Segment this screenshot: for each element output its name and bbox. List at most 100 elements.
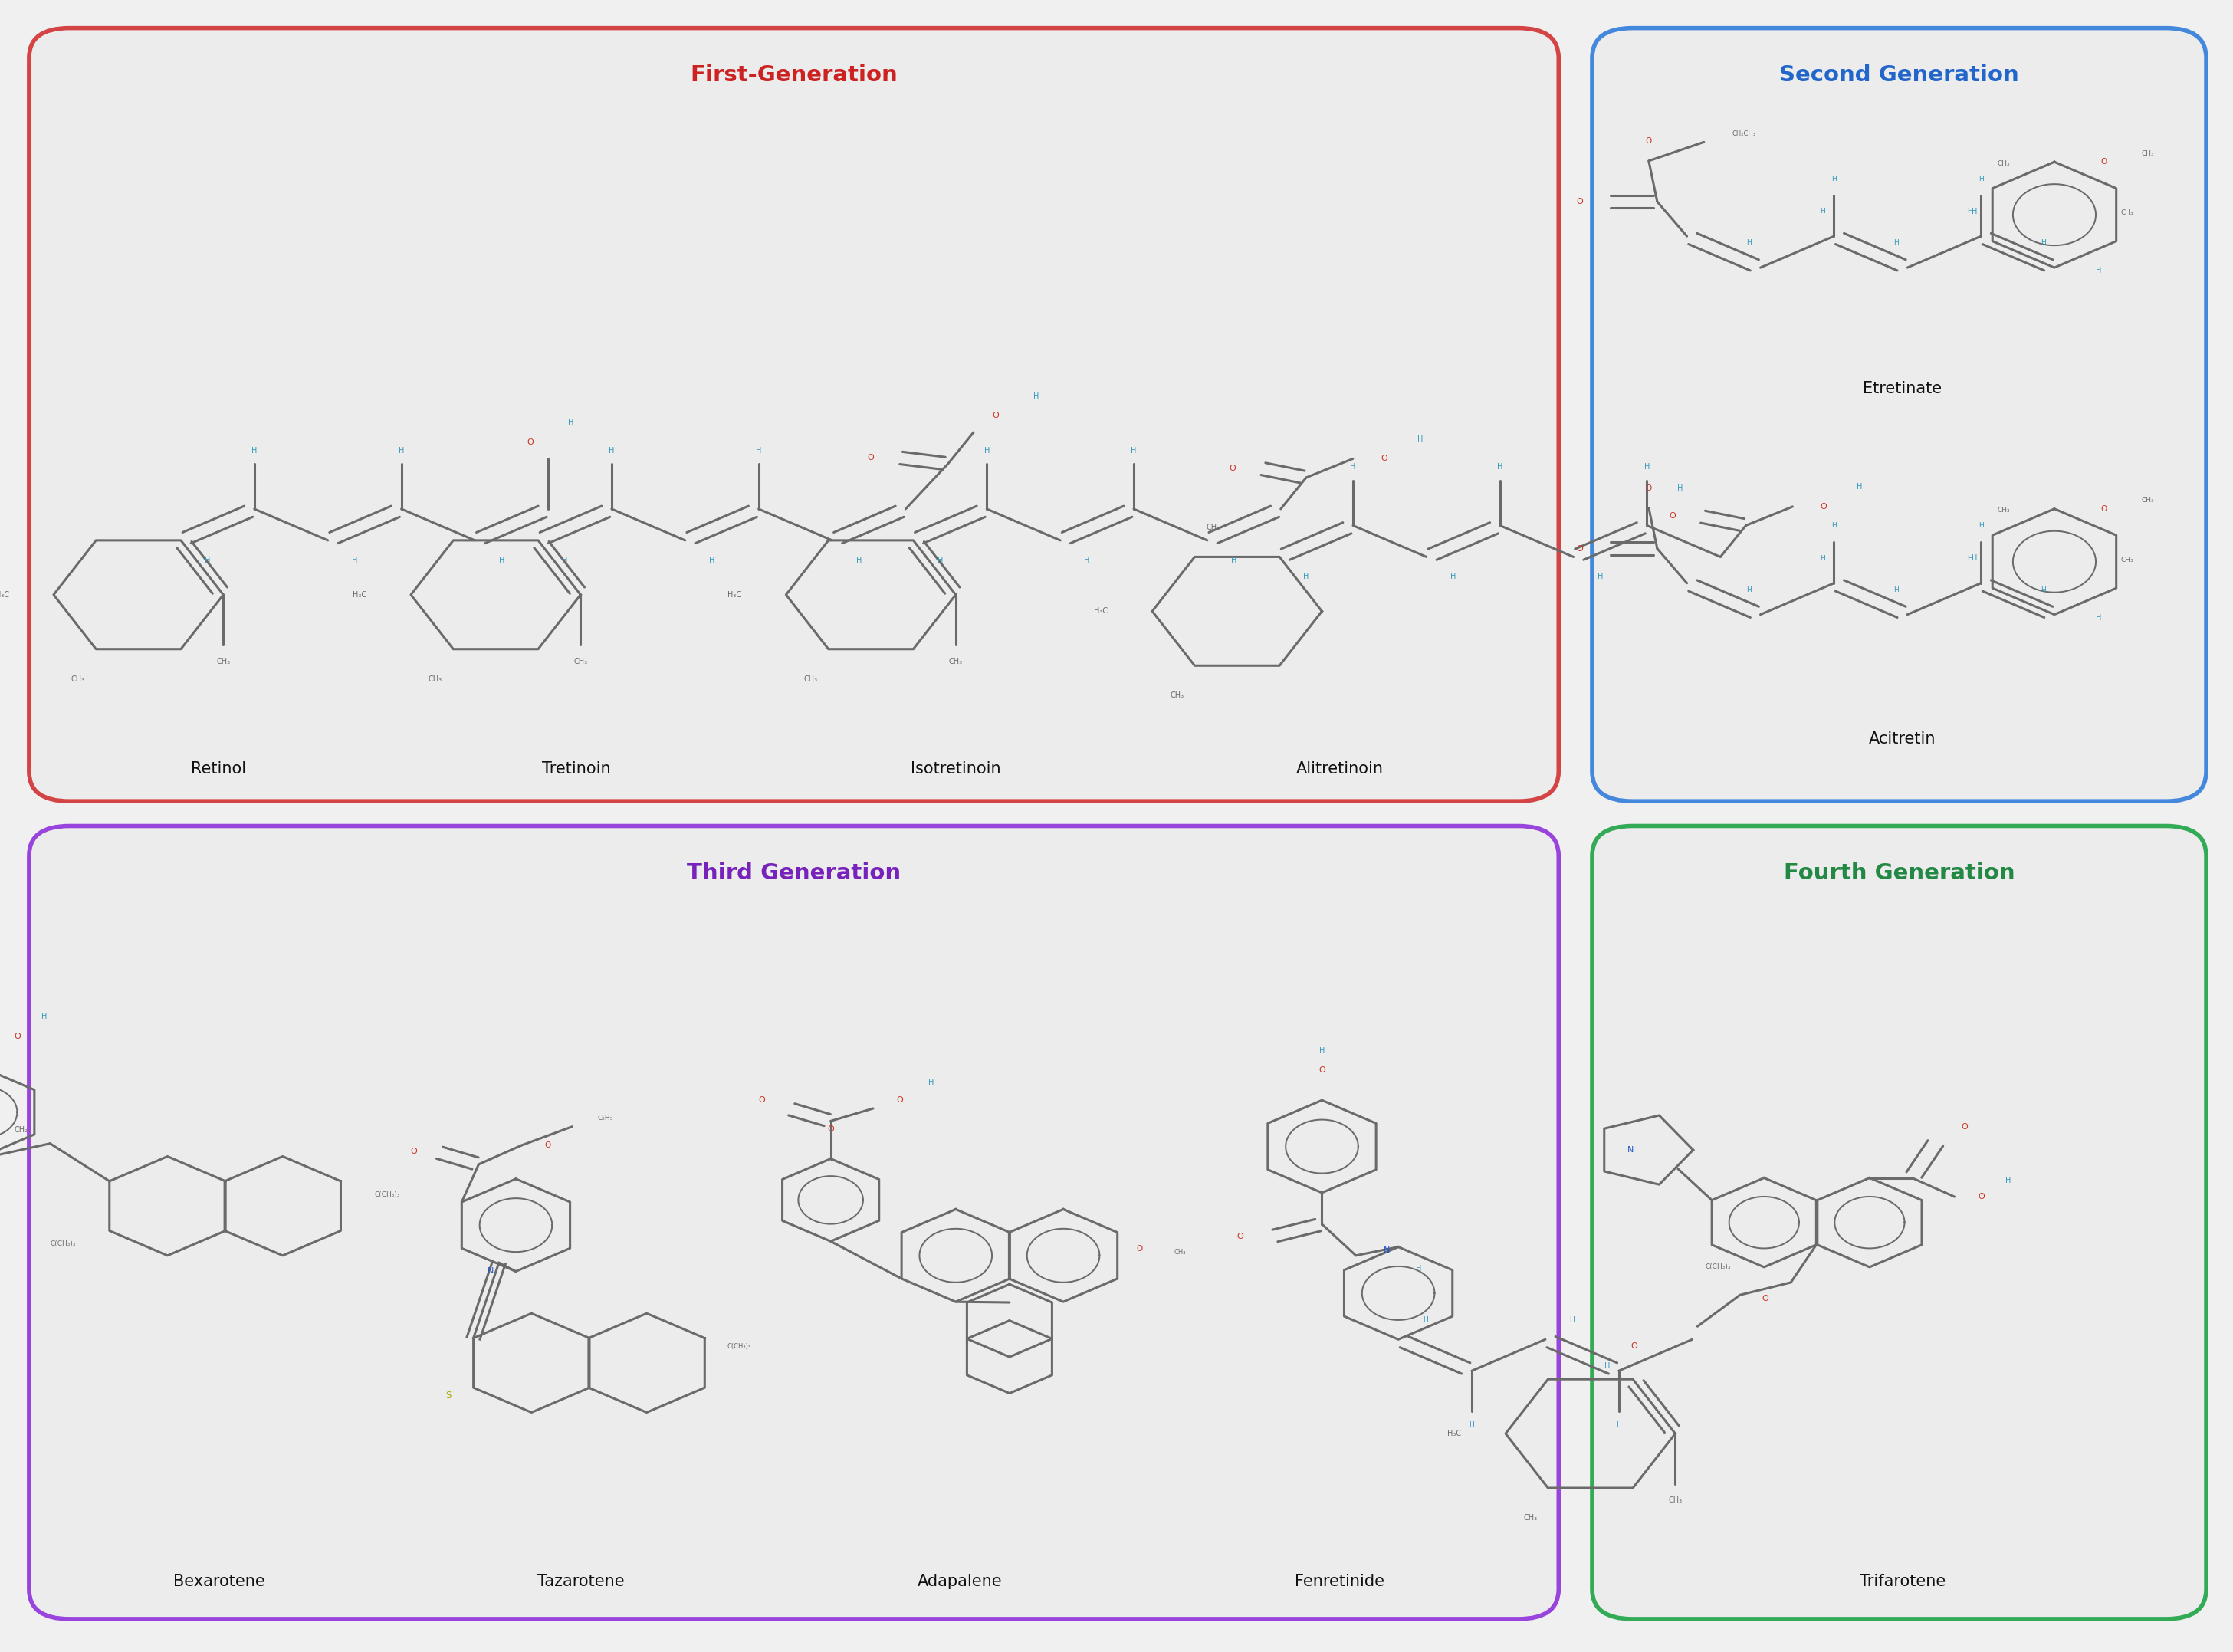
Text: O: O <box>527 438 534 446</box>
Text: Adapalene: Adapalene <box>918 1574 1003 1589</box>
Text: Trifarotene: Trifarotene <box>1860 1574 1945 1589</box>
Text: Acitretin: Acitretin <box>1869 732 1936 747</box>
FancyBboxPatch shape <box>29 826 1559 1619</box>
Text: O: O <box>1961 1123 1967 1132</box>
Text: Tazarotene: Tazarotene <box>536 1574 625 1589</box>
Text: O: O <box>991 411 998 420</box>
Text: CH₃: CH₃ <box>1523 1513 1536 1521</box>
FancyBboxPatch shape <box>1592 826 2206 1619</box>
Text: O: O <box>1230 464 1237 472</box>
Text: First-Generation: First-Generation <box>690 64 898 86</box>
Text: H: H <box>938 557 942 563</box>
Text: CH₃: CH₃ <box>217 657 230 666</box>
Text: H: H <box>1451 573 1456 580</box>
Text: Isotretinoin: Isotretinoin <box>911 762 1000 776</box>
Text: H: H <box>567 418 574 426</box>
FancyBboxPatch shape <box>1592 28 2206 801</box>
Text: O: O <box>545 1142 552 1150</box>
Text: H: H <box>1422 1317 1427 1323</box>
Text: H: H <box>1643 463 1650 471</box>
Text: O: O <box>411 1148 418 1156</box>
Text: H: H <box>1570 1317 1574 1323</box>
Text: H₃C: H₃C <box>728 591 741 598</box>
Text: CH₃: CH₃ <box>2141 497 2155 504</box>
Text: H: H <box>855 557 862 563</box>
Text: H: H <box>755 446 761 454</box>
Text: H: H <box>1978 522 1983 529</box>
Text: CH₃: CH₃ <box>2121 210 2135 216</box>
Text: H: H <box>1746 240 1753 246</box>
Text: Alitretinoin: Alitretinoin <box>1295 762 1384 776</box>
Text: O: O <box>757 1097 766 1104</box>
Text: H: H <box>1967 555 1972 562</box>
Text: H: H <box>397 446 404 454</box>
Text: H₃C: H₃C <box>1094 608 1108 615</box>
Text: O: O <box>1576 545 1583 552</box>
Text: H: H <box>2005 1176 2012 1184</box>
Text: C(CH₃)₃: C(CH₃)₃ <box>51 1241 76 1247</box>
Text: H: H <box>2041 240 2045 246</box>
Text: H: H <box>1972 208 1978 215</box>
Text: O: O <box>1317 1067 1326 1074</box>
Text: H: H <box>1304 573 1309 580</box>
Text: H₃C: H₃C <box>353 591 366 598</box>
Text: H: H <box>1967 208 1972 215</box>
Text: H: H <box>1034 392 1038 400</box>
Text: Third Generation: Third Generation <box>688 862 900 884</box>
Text: Second Generation: Second Generation <box>1780 64 2019 86</box>
Text: H: H <box>2095 615 2101 621</box>
Text: Retinol: Retinol <box>192 762 246 776</box>
Text: H: H <box>1831 522 1836 529</box>
Text: CH₃: CH₃ <box>2141 150 2155 157</box>
Text: CH₃: CH₃ <box>1175 1249 1186 1256</box>
Text: H: H <box>563 557 567 563</box>
Text: O: O <box>1762 1295 1769 1303</box>
Text: CH₃: CH₃ <box>71 676 85 682</box>
Text: O: O <box>1820 502 1827 510</box>
Text: O: O <box>826 1125 835 1133</box>
Text: H: H <box>710 557 715 563</box>
Text: Fenretinide: Fenretinide <box>1295 1574 1384 1589</box>
Text: H: H <box>1856 482 1862 491</box>
Text: N: N <box>1384 1247 1391 1254</box>
Text: CH₃: CH₃ <box>804 676 817 682</box>
Text: H: H <box>498 557 505 563</box>
Text: CH₃: CH₃ <box>1170 692 1183 699</box>
Text: H: H <box>1746 586 1753 593</box>
Text: C₂H₅: C₂H₅ <box>598 1115 614 1122</box>
Text: H: H <box>1972 555 1978 562</box>
Text: H: H <box>1469 1421 1474 1429</box>
Text: Tretinoin: Tretinoin <box>543 762 610 776</box>
Text: H: H <box>929 1079 933 1085</box>
Text: H: H <box>1606 1363 1610 1370</box>
Text: O: O <box>2101 159 2106 165</box>
Text: C(CH₃)₃: C(CH₃)₃ <box>1704 1264 1731 1270</box>
Text: Bexarotene: Bexarotene <box>172 1574 266 1589</box>
Text: H₃C: H₃C <box>0 591 9 598</box>
Text: CH₃: CH₃ <box>429 676 442 682</box>
Text: O: O <box>2101 506 2106 512</box>
Text: O: O <box>1237 1232 1244 1241</box>
Text: O: O <box>895 1097 904 1104</box>
Text: H: H <box>1351 463 1355 471</box>
Text: H: H <box>205 557 210 563</box>
Text: O: O <box>1646 137 1652 145</box>
Text: H: H <box>1677 484 1684 492</box>
Text: H: H <box>353 557 357 563</box>
Text: O: O <box>1380 454 1387 463</box>
FancyBboxPatch shape <box>29 28 1559 801</box>
Text: CH₃: CH₃ <box>949 657 962 666</box>
Text: H: H <box>1597 573 1603 580</box>
Text: O: O <box>1576 198 1583 205</box>
Text: H: H <box>1831 175 1836 182</box>
Text: CH₃: CH₃ <box>1206 524 1219 530</box>
Text: CH₂: CH₂ <box>13 1127 27 1135</box>
Text: CH₃: CH₃ <box>2121 557 2135 563</box>
Text: C(CH₃)₃: C(CH₃)₃ <box>728 1343 750 1350</box>
Text: H: H <box>1820 555 1824 562</box>
Text: O: O <box>1630 1343 1637 1350</box>
Text: H: H <box>1320 1047 1324 1054</box>
Text: H: H <box>252 446 257 454</box>
Text: CH₃: CH₃ <box>1996 160 2010 167</box>
Text: H: H <box>2095 268 2101 274</box>
